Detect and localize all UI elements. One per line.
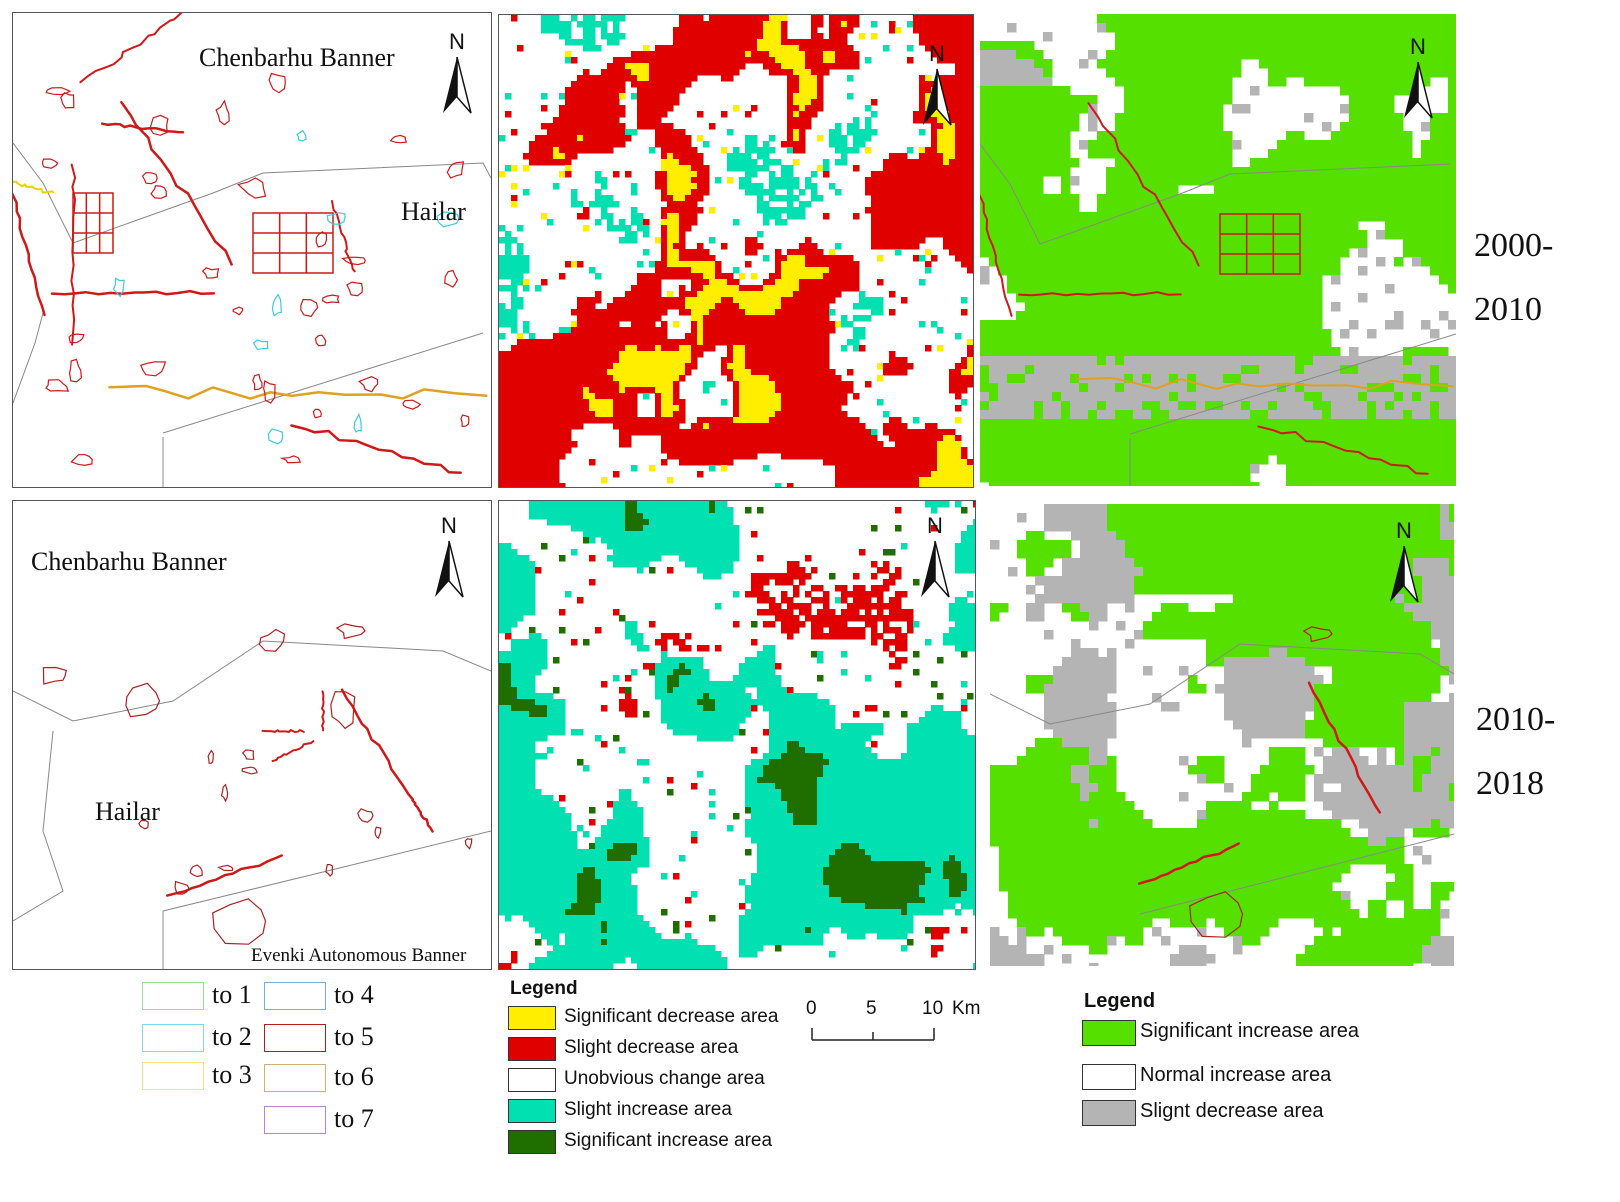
legend-label: to 1 [212, 980, 252, 1009]
legend-label: Significant decrease area [564, 1006, 779, 1027]
north-arrow-icon [435, 540, 464, 598]
place-label-chenbarhu: Chenbarhu Banner [31, 547, 227, 576]
north-label: N [1410, 34, 1426, 59]
period-label-2010-2018: 2010- 2018 [1476, 688, 1555, 816]
scale-bar-line [811, 1028, 935, 1041]
conversion-map-svg [13, 13, 491, 487]
north-label: N [929, 41, 945, 66]
scale-bar: 0 5 10 Km [806, 998, 996, 1048]
trend-raster-svg [980, 14, 1456, 486]
legend-label: Slignt decrease area [1140, 1100, 1324, 1122]
legend-label: to 5 [334, 1022, 374, 1051]
legend-swatch [264, 1064, 326, 1092]
place-label-hailar: Hailar [95, 797, 160, 826]
north-arrow-icon [923, 68, 952, 126]
period-line: 2000- [1474, 227, 1554, 264]
map-trend-2000-2010: N [980, 14, 1456, 486]
legend-swatch [1082, 1020, 1136, 1046]
legend-label: to 2 [212, 1022, 252, 1051]
legend-swatch [1082, 1100, 1136, 1126]
map-change-class-2000-2010: N [498, 14, 974, 488]
north-arrow: N [917, 41, 957, 133]
legend-swatch [264, 982, 326, 1010]
period-label-2000-2010: 2000- 2010 [1474, 214, 1553, 342]
conversion-map-svg [13, 623, 491, 969]
legend-swatch [142, 1062, 204, 1090]
legend-label: Unobvious change area [564, 1068, 765, 1089]
north-arrow: N [429, 513, 469, 605]
north-arrow-icon [443, 56, 472, 114]
legend-title: Legend [510, 978, 578, 999]
legend-swatch [264, 1106, 326, 1134]
north-arrow-icon [1404, 61, 1433, 119]
legend-title: Legend [1084, 990, 1156, 1012]
legend-swatch [508, 1068, 556, 1092]
map-conversion-2000-2010: Chenbarhu Banner Hailar N [12, 12, 492, 488]
map-trend-2010-2018: N [990, 504, 1454, 966]
place-label-evenki: Evenki Autonomous Banner [251, 945, 467, 966]
period-line: 2018 [1476, 765, 1544, 802]
north-arrow: N [1384, 518, 1424, 610]
map-change-class-2010-2018: N [498, 500, 976, 970]
legend-swatch [1082, 1064, 1136, 1090]
scale-tick-label: 10 [922, 998, 944, 1019]
legend-swatch [142, 982, 204, 1010]
legend-label: to 3 [212, 1060, 252, 1089]
place-label-chenbarhu: Chenbarhu Banner [199, 43, 395, 72]
legend-swatch [508, 1037, 556, 1061]
legend-label: Normal increase area [1140, 1064, 1332, 1086]
change-raster-svg [499, 501, 975, 969]
legend-label: Slight decrease area [564, 1037, 739, 1058]
north-arrow-icon [921, 540, 950, 598]
north-label: N [1396, 518, 1412, 543]
place-label-hailar: Hailar [401, 197, 466, 226]
scale-tick-label: 0 [806, 998, 817, 1019]
north-arrow: N [1398, 34, 1438, 126]
legend-label: Slight increase area [564, 1099, 732, 1120]
north-arrow-icon [1390, 545, 1419, 603]
scale-tick-label: 5 [866, 998, 877, 1019]
north-arrow: N [915, 513, 955, 605]
north-label: N [927, 513, 943, 538]
legend-label: to 7 [334, 1104, 374, 1133]
legend-label: Significant increase area [564, 1130, 773, 1151]
north-arrow: N [437, 29, 477, 121]
map-conversion-2010-2018: Chenbarhu Banner Hailar Evenki Autonomou… [12, 500, 492, 970]
legend-swatch [508, 1099, 556, 1123]
legend-swatch [508, 1006, 556, 1030]
scale-unit: Km [952, 998, 981, 1019]
legend-label: Significant increase area [1140, 1020, 1360, 1042]
legend-swatch [264, 1024, 326, 1052]
period-line: 2010- [1476, 701, 1556, 738]
change-raster-svg [499, 15, 973, 487]
legend-swatch [508, 1130, 556, 1154]
period-line: 2010 [1474, 291, 1542, 328]
north-label: N [449, 29, 465, 54]
legend-label: to 6 [334, 1062, 374, 1091]
north-label: N [441, 513, 457, 538]
legend-swatch [142, 1024, 204, 1052]
legend-label: to 4 [334, 980, 374, 1009]
